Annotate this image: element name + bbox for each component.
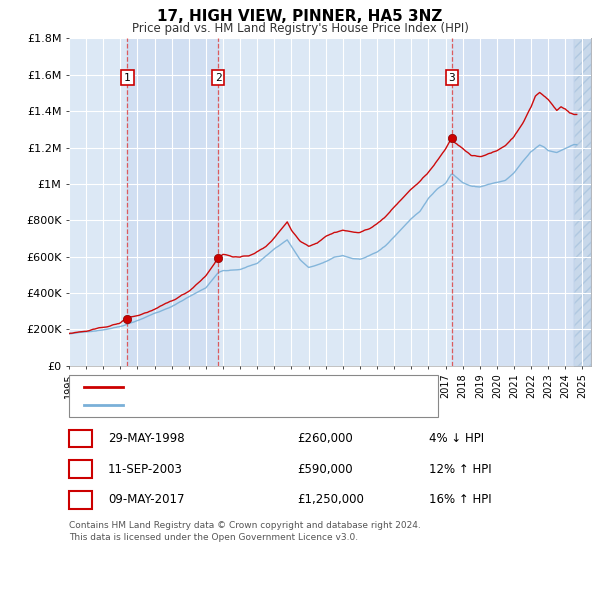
Text: 1: 1: [77, 432, 84, 445]
Text: 17, HIGH VIEW, PINNER, HA5 3NZ: 17, HIGH VIEW, PINNER, HA5 3NZ: [157, 9, 443, 24]
Text: £590,000: £590,000: [297, 463, 353, 476]
Bar: [218, 38, 452, 366]
Text: 2: 2: [215, 73, 221, 83]
Bar: [452, 38, 574, 366]
Text: 16% ↑ HPI: 16% ↑ HPI: [429, 493, 491, 506]
Text: £260,000: £260,000: [297, 432, 353, 445]
Text: 4% ↓ HPI: 4% ↓ HPI: [429, 432, 484, 445]
Text: HPI: Average price, detached house, Harrow: HPI: Average price, detached house, Harr…: [129, 400, 371, 410]
Text: Price paid vs. HM Land Registry's House Price Index (HPI): Price paid vs. HM Land Registry's House …: [131, 22, 469, 35]
Text: 3: 3: [448, 73, 455, 83]
Text: 17, HIGH VIEW, PINNER, HA5 3NZ (detached house): 17, HIGH VIEW, PINNER, HA5 3NZ (detached…: [129, 382, 413, 392]
Text: 11-SEP-2003: 11-SEP-2003: [108, 463, 183, 476]
Text: 2: 2: [77, 463, 84, 476]
Text: Contains HM Land Registry data © Crown copyright and database right 2024.
This d: Contains HM Land Registry data © Crown c…: [69, 521, 421, 542]
Bar: [127, 38, 218, 366]
Text: £1,250,000: £1,250,000: [297, 493, 364, 506]
Text: 3: 3: [77, 493, 84, 506]
Bar: [69, 38, 127, 366]
Text: 09-MAY-2017: 09-MAY-2017: [108, 493, 185, 506]
Text: 12% ↑ HPI: 12% ↑ HPI: [429, 463, 491, 476]
Text: 1: 1: [124, 73, 131, 83]
Text: 29-MAY-1998: 29-MAY-1998: [108, 432, 185, 445]
